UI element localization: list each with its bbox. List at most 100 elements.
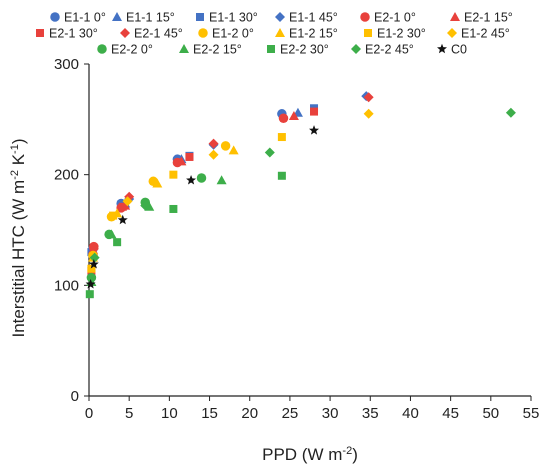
legend-marker bbox=[275, 28, 285, 37]
legend-label: E1-1 15° bbox=[126, 11, 175, 25]
series-e2-2-30deg bbox=[85, 171, 286, 299]
y-axis-ticks: 0 100 200 300 bbox=[54, 56, 89, 405]
series-e2-2-0deg bbox=[86, 173, 207, 283]
x-tick-label: 35 bbox=[362, 405, 379, 422]
x-tick-label: 5 bbox=[125, 405, 133, 422]
legend-marker bbox=[364, 29, 372, 37]
x-axis-title-sup: -2 bbox=[342, 445, 352, 457]
legend-label: E2-1 0° bbox=[374, 11, 416, 25]
legend-item-e1-2-15deg: E1-2 15° bbox=[275, 27, 338, 41]
data-point bbox=[208, 149, 219, 160]
legend-item-e2-2-45deg: E2-2 45° bbox=[351, 43, 414, 57]
data-point bbox=[85, 290, 94, 299]
data-point bbox=[264, 147, 275, 158]
legend-item-e1-1-45deg: E1-1 45° bbox=[275, 11, 338, 25]
data-point bbox=[208, 138, 219, 149]
y-axis-title-mid: K bbox=[9, 153, 28, 170]
y-axis-title-end: ) bbox=[9, 138, 28, 144]
data-point bbox=[288, 111, 299, 121]
legend-marker bbox=[437, 43, 447, 54]
legend-item-e2-1-45deg: E2-1 45° bbox=[120, 27, 183, 41]
data-point bbox=[277, 171, 286, 180]
legend-item-c0: C0 bbox=[437, 43, 467, 57]
x-tick-label: 25 bbox=[282, 405, 299, 422]
legend-label: E1-1 0° bbox=[64, 11, 106, 25]
y-axis-title-sup1: -2 bbox=[9, 170, 21, 180]
legend-label: E1-1 30° bbox=[209, 11, 258, 25]
data-point bbox=[216, 175, 227, 185]
data-point bbox=[152, 178, 163, 188]
legend-label: E2-2 0° bbox=[111, 43, 153, 57]
x-axis-title-end: ) bbox=[352, 445, 358, 464]
legend-marker bbox=[50, 12, 60, 22]
data-point bbox=[228, 145, 239, 155]
y-tick-label: 300 bbox=[54, 56, 79, 73]
data-point bbox=[109, 211, 118, 220]
legend-marker bbox=[36, 29, 44, 37]
x-axis-title-base: PPD (W m bbox=[262, 445, 342, 464]
data-point bbox=[117, 214, 128, 225]
x-tick-label: 40 bbox=[402, 405, 419, 422]
legend-item-e2-2-30deg: E2-2 30° bbox=[267, 43, 329, 57]
axes: 0 5 10 15 20 25 30 35 40 45 50 55 0 100 200 300 bbox=[54, 56, 539, 422]
legend-item-e2-1-15deg: E2-1 15° bbox=[450, 11, 513, 25]
x-axis-ticks: 0 5 10 15 20 25 30 35 40 45 50 55 bbox=[85, 396, 539, 422]
legend-label: E2-1 15° bbox=[464, 11, 513, 25]
y-tick-label: 100 bbox=[54, 277, 79, 294]
legend-label: E1-2 0° bbox=[212, 27, 254, 41]
series-e1-2-15deg bbox=[88, 145, 239, 262]
x-tick-label: 30 bbox=[322, 405, 339, 422]
legend-marker bbox=[360, 12, 370, 22]
legend-item-e2-1-30deg: E2-1 30° bbox=[36, 27, 98, 41]
legend-marker bbox=[275, 12, 285, 22]
legend-marker bbox=[267, 45, 275, 53]
legend-item-e2-2-0deg: E2-2 0° bbox=[97, 43, 153, 57]
data-point bbox=[118, 202, 127, 211]
x-axis-title: PPD (W m-2) bbox=[262, 445, 358, 464]
legend-item-e1-1-30deg: E1-1 30° bbox=[196, 11, 258, 25]
data-point bbox=[169, 204, 178, 213]
series-e1-2-30deg bbox=[87, 133, 286, 273]
data-point bbox=[89, 252, 100, 263]
legend-label: E2-2 30° bbox=[280, 43, 329, 57]
data-point bbox=[278, 113, 289, 123]
x-tick-label: 10 bbox=[161, 405, 178, 422]
legend-item-e2-1-0deg: E2-1 0° bbox=[360, 11, 416, 25]
legend-marker bbox=[179, 44, 189, 53]
series-e1-2-0deg bbox=[88, 141, 231, 261]
x-tick-label: 20 bbox=[241, 405, 258, 422]
data-point bbox=[106, 229, 117, 239]
legend-item-e1-1-15deg: E1-1 15° bbox=[112, 11, 175, 25]
data-point bbox=[185, 152, 194, 161]
legend-marker bbox=[198, 28, 208, 38]
legend-marker bbox=[120, 28, 130, 38]
legend-label: E2-2 15° bbox=[193, 43, 242, 57]
legend-marker bbox=[447, 28, 457, 38]
data-point bbox=[363, 92, 374, 103]
data-point bbox=[85, 278, 96, 289]
legend-item-e1-2-45deg: E1-2 45° bbox=[447, 27, 510, 41]
x-tick-label: 50 bbox=[482, 405, 499, 422]
series-e2-1-30deg bbox=[87, 107, 319, 275]
legend-marker bbox=[97, 44, 107, 54]
data-point bbox=[113, 238, 122, 247]
series-e1-1-45deg bbox=[88, 91, 372, 254]
data-point bbox=[363, 108, 374, 119]
legend-label: E2-1 30° bbox=[49, 27, 98, 41]
data-point bbox=[88, 259, 99, 269]
data-point bbox=[505, 107, 516, 118]
legend-marker bbox=[450, 12, 460, 21]
series-e1-1-0deg bbox=[88, 109, 287, 254]
y-axis-title: Interstitial HTC (W m-2 K-1) bbox=[9, 138, 28, 337]
series-e1-2-45deg bbox=[88, 108, 374, 261]
data-point bbox=[169, 170, 178, 179]
legend-marker bbox=[112, 12, 122, 21]
x-tick-label: 45 bbox=[442, 405, 459, 422]
legend-item-e1-2-0deg: E1-2 0° bbox=[198, 27, 254, 41]
data-points bbox=[85, 91, 516, 299]
legend-item-e1-1-0deg: E1-1 0° bbox=[50, 11, 106, 25]
legend-marker bbox=[351, 44, 361, 54]
legend-item-e2-2-15deg: E2-2 15° bbox=[179, 43, 242, 57]
legend: E1-1 0° E1-1 15° E1-1 30° E1-1 45° E2-1 0° E2… bbox=[36, 11, 513, 57]
